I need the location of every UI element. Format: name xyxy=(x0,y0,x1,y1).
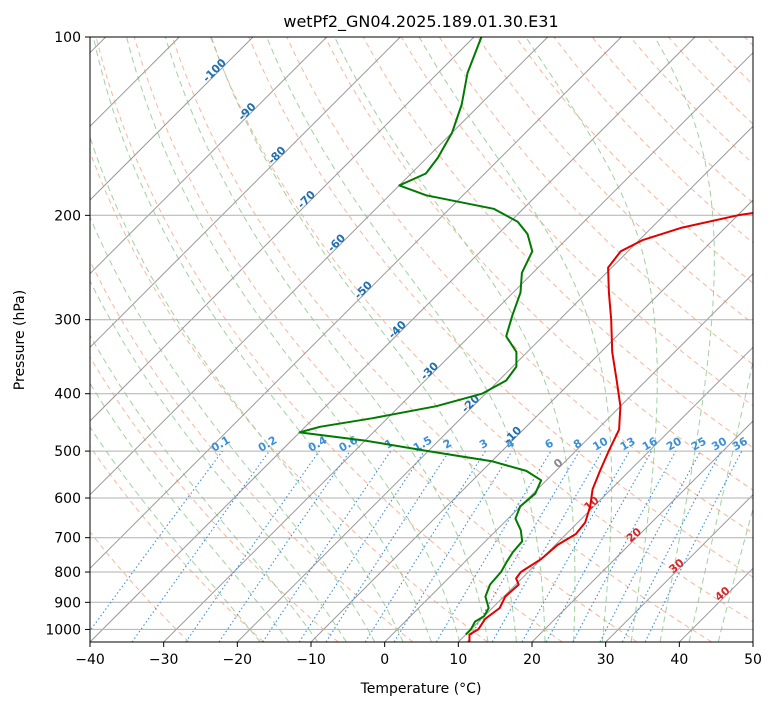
dry-adiabat xyxy=(171,37,712,642)
dry-adiabat xyxy=(248,37,753,578)
isotherm-line xyxy=(531,420,753,642)
y-tick-label: 1000 xyxy=(45,622,81,638)
moist-adiabat xyxy=(210,37,517,642)
moist-adiabat xyxy=(418,37,613,642)
dry-adiabat xyxy=(95,37,563,642)
moist-adiabat xyxy=(717,506,753,642)
mixing-ratio-line xyxy=(90,450,223,632)
dry-adiabat xyxy=(90,356,339,642)
isotherm-line xyxy=(90,37,475,422)
y-tick-label: 400 xyxy=(54,387,81,403)
plot-area xyxy=(90,37,753,642)
mixing-ratio-line xyxy=(545,450,653,642)
dry-adiabat xyxy=(400,37,753,407)
x-tick-label: −30 xyxy=(149,652,179,668)
y-tick-label: 300 xyxy=(54,313,81,329)
moist-adiabat xyxy=(688,358,753,642)
isotherm-line xyxy=(90,37,328,275)
x-tick-label: −20 xyxy=(223,652,253,668)
isotherm-line xyxy=(90,37,696,642)
dry-adiabat xyxy=(438,37,753,366)
moist-adiabat xyxy=(90,215,376,642)
isotherm-line xyxy=(752,641,753,642)
x-tick-label: 20 xyxy=(523,652,541,668)
moist-adiabat xyxy=(90,135,404,642)
moist-adiabat xyxy=(525,37,658,642)
y-tick-label: 100 xyxy=(54,30,81,46)
dry-adiabat xyxy=(90,531,190,642)
x-tick-label: 10 xyxy=(449,652,467,668)
y-tick-label: 800 xyxy=(54,565,81,581)
dewpoint-profile-line xyxy=(298,37,543,636)
isotherm-line xyxy=(236,125,753,642)
x-tick-label: −40 xyxy=(75,652,105,668)
isotherm-line xyxy=(384,272,753,642)
y-tick-label: 500 xyxy=(54,444,81,460)
axes: −40 −30 −20 −10 0 10 20 30 40 50 100 200 300 400 500 60… xyxy=(45,30,762,668)
mixing-ratio-line xyxy=(218,450,351,642)
moist-adiabat xyxy=(92,37,432,642)
y-axis-title: Pressure (hPa) xyxy=(12,290,28,390)
x-tick-label: 40 xyxy=(670,652,688,668)
profile-lines xyxy=(298,37,753,642)
mixing-ratio-line xyxy=(644,450,743,642)
chart-title: wetPf2_GN04.2025.189.01.30.E31 xyxy=(283,12,558,32)
moist-adiabat xyxy=(90,334,319,642)
x-axis-title: Temperature (°C) xyxy=(360,681,482,697)
background-lines xyxy=(90,37,753,642)
mixing-ratio-line xyxy=(325,450,450,642)
isotherm-line xyxy=(310,199,753,642)
moist-adiabat xyxy=(90,426,261,642)
dry-adiabat xyxy=(90,445,264,642)
mixing-ratio-line xyxy=(298,450,425,642)
x-tick-label: 30 xyxy=(597,652,615,668)
plot-frame xyxy=(89,36,754,643)
x-tick-label: −10 xyxy=(296,652,326,668)
mixing-ratio-line xyxy=(521,450,630,642)
y-tick-label: 900 xyxy=(54,595,81,611)
isotherm-line xyxy=(605,493,753,642)
moist-adiabat xyxy=(654,37,715,642)
isotherm-line xyxy=(90,37,254,201)
isotherm-line xyxy=(90,37,549,496)
moist-adiabat xyxy=(90,382,290,642)
isotherm-line xyxy=(457,346,753,642)
isotherm-line xyxy=(90,37,622,570)
x-tick-label: 0 xyxy=(380,652,389,668)
mixing-ratio-line xyxy=(185,450,320,642)
mixing-ratio-line xyxy=(262,450,392,642)
y-tick-label: 200 xyxy=(54,208,81,224)
dry-adiabat xyxy=(515,37,753,284)
mixing-ratio-line xyxy=(572,450,677,642)
dry-adiabat xyxy=(210,37,753,623)
y-tick-label: 600 xyxy=(54,491,81,507)
moist-adiabat xyxy=(334,37,576,642)
temperature-profile-line xyxy=(468,211,753,642)
isotherm-line xyxy=(163,51,753,642)
moist-adiabat xyxy=(126,37,461,642)
isotherm-line xyxy=(90,37,401,349)
mixing-ratio-line xyxy=(393,450,513,642)
moist-adiabat xyxy=(164,37,489,642)
mixing-ratio-line xyxy=(131,450,270,642)
moist-adiabat xyxy=(266,37,546,642)
y-tick-label: 700 xyxy=(54,531,81,547)
dry-adiabat xyxy=(90,150,488,642)
x-tick-label: 50 xyxy=(744,652,762,668)
